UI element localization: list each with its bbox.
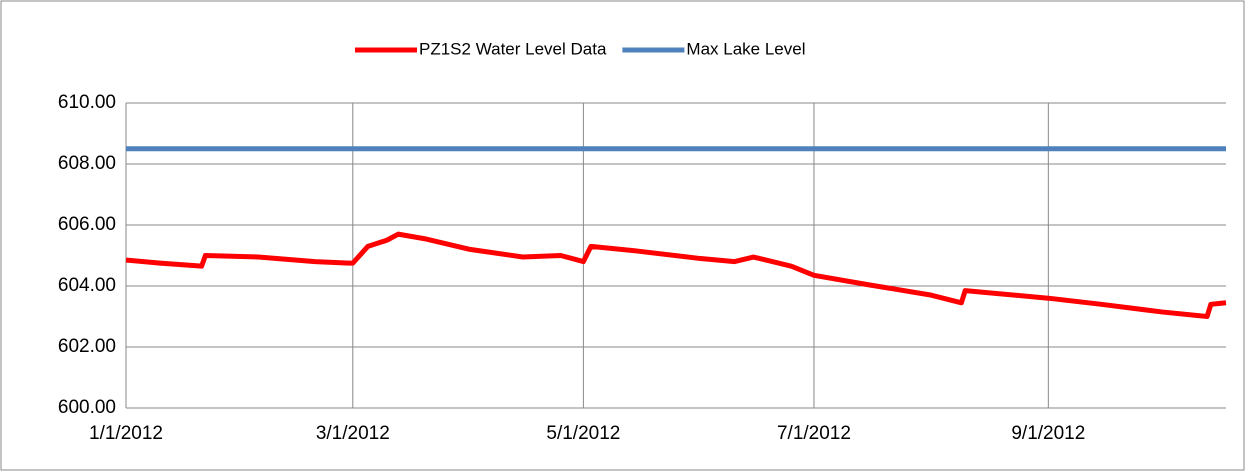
legend-label: Max Lake Level [686, 39, 805, 58]
x-tick-label: 3/1/2012 [316, 423, 390, 444]
x-tick-label: 5/1/2012 [546, 423, 620, 444]
y-tick-label: 610.00 [58, 92, 116, 113]
legend-label: PZ1S2 Water Level Data [419, 39, 607, 58]
y-tick-label: 606.00 [58, 214, 116, 235]
y-tick-label: 608.00 [58, 153, 116, 174]
x-tick-label: 7/1/2012 [777, 423, 851, 444]
y-tick-label: 600.00 [58, 397, 116, 418]
y-tick-label: 602.00 [58, 336, 116, 357]
x-tick-label: 1/1/2012 [89, 423, 163, 444]
line-series [125, 231, 1227, 319]
y-tick-label: 604.00 [58, 275, 116, 296]
x-tick-label: 9/1/2012 [1011, 423, 1085, 444]
